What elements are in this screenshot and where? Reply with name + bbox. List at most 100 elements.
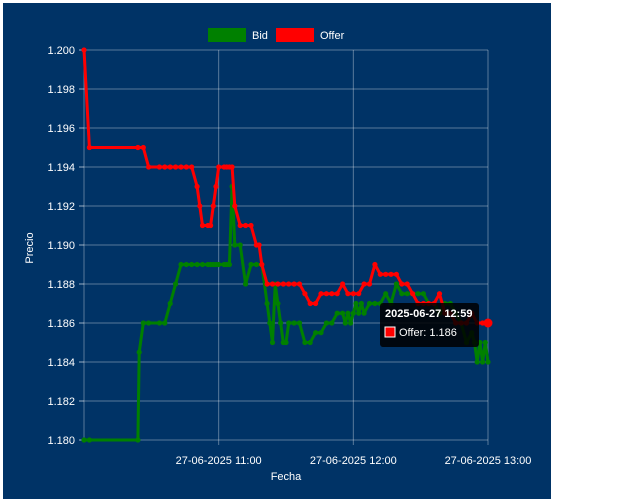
bid-data-point — [361, 310, 367, 316]
offer-data-point — [356, 291, 362, 297]
bid-data-point — [340, 310, 346, 316]
bid-data-point — [313, 330, 319, 336]
bid-data-point — [350, 310, 356, 316]
legend-item-offer[interactable]: Offer — [276, 28, 345, 42]
bid-data-point — [248, 261, 254, 268]
offer-data-point — [210, 203, 216, 209]
bid-data-point — [358, 300, 364, 307]
offer-data-point — [286, 281, 292, 287]
bid-data-point — [307, 339, 313, 346]
x-tick-labels: 27-06-2025 11:00 27-06-2025 12:00 27-06-20… — [176, 455, 532, 467]
offer-data-point — [237, 222, 243, 229]
y-tick-label: 1.194 — [47, 162, 75, 174]
bid-data-point — [323, 320, 329, 326]
bid-data-point — [275, 300, 281, 307]
y-tick-label: 1.180 — [47, 435, 75, 447]
bid-data-point — [286, 320, 292, 326]
bid-data-point — [372, 300, 378, 307]
bid-data-point — [482, 339, 488, 346]
offer-data-point — [340, 281, 346, 287]
bid-data-point — [146, 320, 152, 326]
offer-data-point — [345, 291, 351, 297]
offer-data-point — [264, 281, 270, 287]
offer-series-line — [82, 48, 490, 325]
y-axis-title: Precio — [24, 232, 36, 263]
offer-data-point — [197, 203, 203, 209]
offer-data-point — [232, 203, 238, 209]
legend: Bid Offer — [208, 28, 345, 42]
offer-data-point — [372, 261, 378, 268]
offer-data-point — [302, 291, 308, 297]
offer-data-point — [199, 222, 206, 229]
y-tick-label: 1.188 — [47, 279, 75, 291]
bid-data-point — [243, 281, 249, 287]
bid-data-point — [399, 291, 405, 297]
y-tick-labels: 1.180 1.182 1.184 1.186 1.188 1.190 1.192 1.194… — [47, 45, 75, 447]
offer-data-point — [275, 281, 281, 287]
price-chart[interactable]: 1.180 1.182 1.184 1.186 1.188 1.190 1.192 1.194… — [3, 3, 551, 499]
offer-data-point — [189, 164, 195, 170]
bid-data-point — [291, 320, 297, 326]
offer-data-point — [243, 222, 249, 229]
legend-offer-label: Offer — [320, 30, 345, 42]
tooltip-box — [380, 303, 479, 347]
offer-data-point — [229, 164, 235, 170]
offer-data-point — [280, 281, 286, 287]
bid-data-point — [178, 261, 184, 268]
bid-data-point — [167, 300, 173, 307]
offer-data-point — [318, 291, 324, 297]
bid-data-point — [269, 339, 276, 346]
offer-data-point — [350, 291, 356, 297]
bid-data-point — [237, 242, 243, 248]
y-tick-label: 1.192 — [47, 201, 75, 213]
offer-data-point — [173, 164, 179, 170]
bid-data-point — [415, 291, 421, 297]
bid-data-point — [393, 281, 399, 287]
y-tick-label: 1.190 — [47, 240, 75, 252]
bid-data-point — [342, 320, 348, 326]
x-axis-title: Fecha — [271, 471, 302, 483]
offer-data-point — [404, 281, 410, 287]
offer-data-point — [296, 281, 303, 287]
x-tick-label: 27-06-2025 12:00 — [310, 455, 397, 467]
tooltip-offer-swatch — [384, 326, 396, 338]
bid-data-point — [345, 310, 351, 316]
offer-data-point — [135, 144, 141, 151]
bid-data-point — [334, 310, 340, 316]
offer-data-point — [216, 164, 222, 170]
offer-data-point — [366, 281, 373, 287]
bid-data-point — [383, 291, 389, 297]
offer-data-point — [86, 144, 92, 151]
offer-data-point — [208, 222, 214, 229]
offer-data-point — [178, 164, 184, 170]
offer-data-point — [146, 164, 152, 170]
bid-data-point — [136, 349, 142, 355]
bid-data-point — [348, 320, 354, 326]
offer-data-point — [307, 300, 313, 307]
bid-data-point — [366, 300, 373, 307]
bid-data-point — [140, 320, 146, 326]
legend-bid-label: Bid — [252, 30, 268, 42]
offer-data-point — [377, 271, 383, 277]
bid-data-point — [162, 320, 168, 326]
legend-offer-swatch — [276, 28, 314, 42]
offer-data-point — [248, 222, 254, 229]
legend-item-bid[interactable]: Bid — [208, 28, 268, 42]
offer-data-point — [313, 300, 319, 307]
bid-data-point — [356, 310, 362, 316]
offer-data-point — [334, 291, 340, 297]
bid-data-point — [278, 320, 284, 326]
bid-data-point — [264, 300, 270, 307]
bid-data-point — [353, 300, 359, 307]
offer-data-point — [140, 144, 146, 151]
bid-data-point — [404, 291, 410, 297]
offer-data-point — [156, 164, 162, 170]
y-tick-label: 1.200 — [47, 45, 75, 57]
offer-data-point — [259, 261, 265, 268]
bid-data-point — [81, 437, 87, 443]
offer-data-point — [383, 271, 389, 277]
bid-data-point — [474, 359, 480, 365]
bid-data-point — [253, 261, 259, 268]
offer-data-point — [410, 291, 416, 297]
bid-data-point — [480, 359, 486, 365]
